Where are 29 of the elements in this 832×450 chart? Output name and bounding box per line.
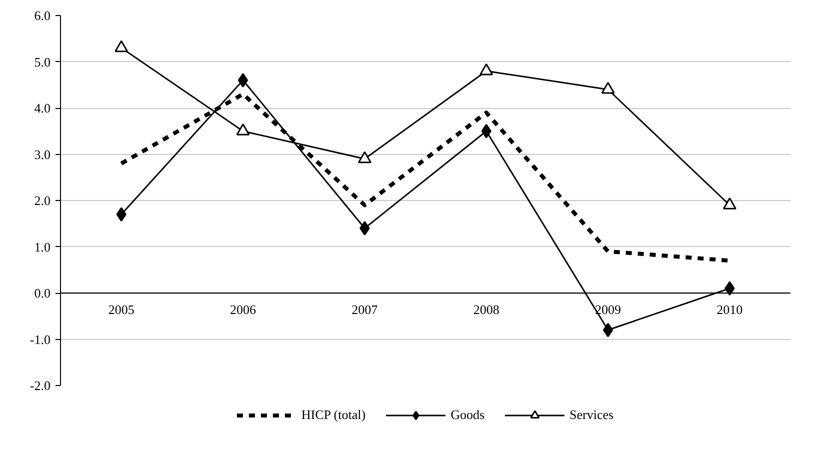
y-tick-label: -2.0	[30, 378, 51, 393]
legend-label: Goods	[450, 407, 485, 423]
y-tick-label: 2.0	[34, 193, 50, 208]
point	[602, 322, 614, 338]
y-tick-label: 4.0	[34, 100, 50, 116]
x-tick-label: 2010	[716, 302, 743, 317]
x-tick-label: 2007	[352, 302, 378, 317]
point	[722, 197, 736, 210]
y-tick-label: -1.0	[30, 332, 51, 347]
y-tick-label: 1.0	[34, 239, 50, 254]
legend-label: HICP (total)	[301, 407, 366, 423]
point	[360, 221, 370, 236]
y-tick-label: 3.0	[34, 146, 50, 162]
point	[481, 124, 492, 138]
point	[480, 63, 494, 76]
x-tick-label: 2005	[108, 302, 134, 317]
legend-label: Services	[570, 407, 614, 423]
x-tick-label: 2009	[595, 302, 621, 317]
point	[724, 281, 735, 296]
y-tick-label: 0.0	[34, 286, 50, 300]
point	[236, 123, 250, 136]
point	[601, 82, 615, 94]
point	[114, 40, 128, 52]
point	[358, 151, 372, 164]
x-tick-label: 2008	[473, 302, 500, 317]
y-tick-label: 6.0	[34, 8, 50, 23]
x-tick-label: 2006	[230, 302, 256, 317]
point	[116, 207, 126, 222]
y-tick-label: 5.0	[34, 54, 50, 70]
